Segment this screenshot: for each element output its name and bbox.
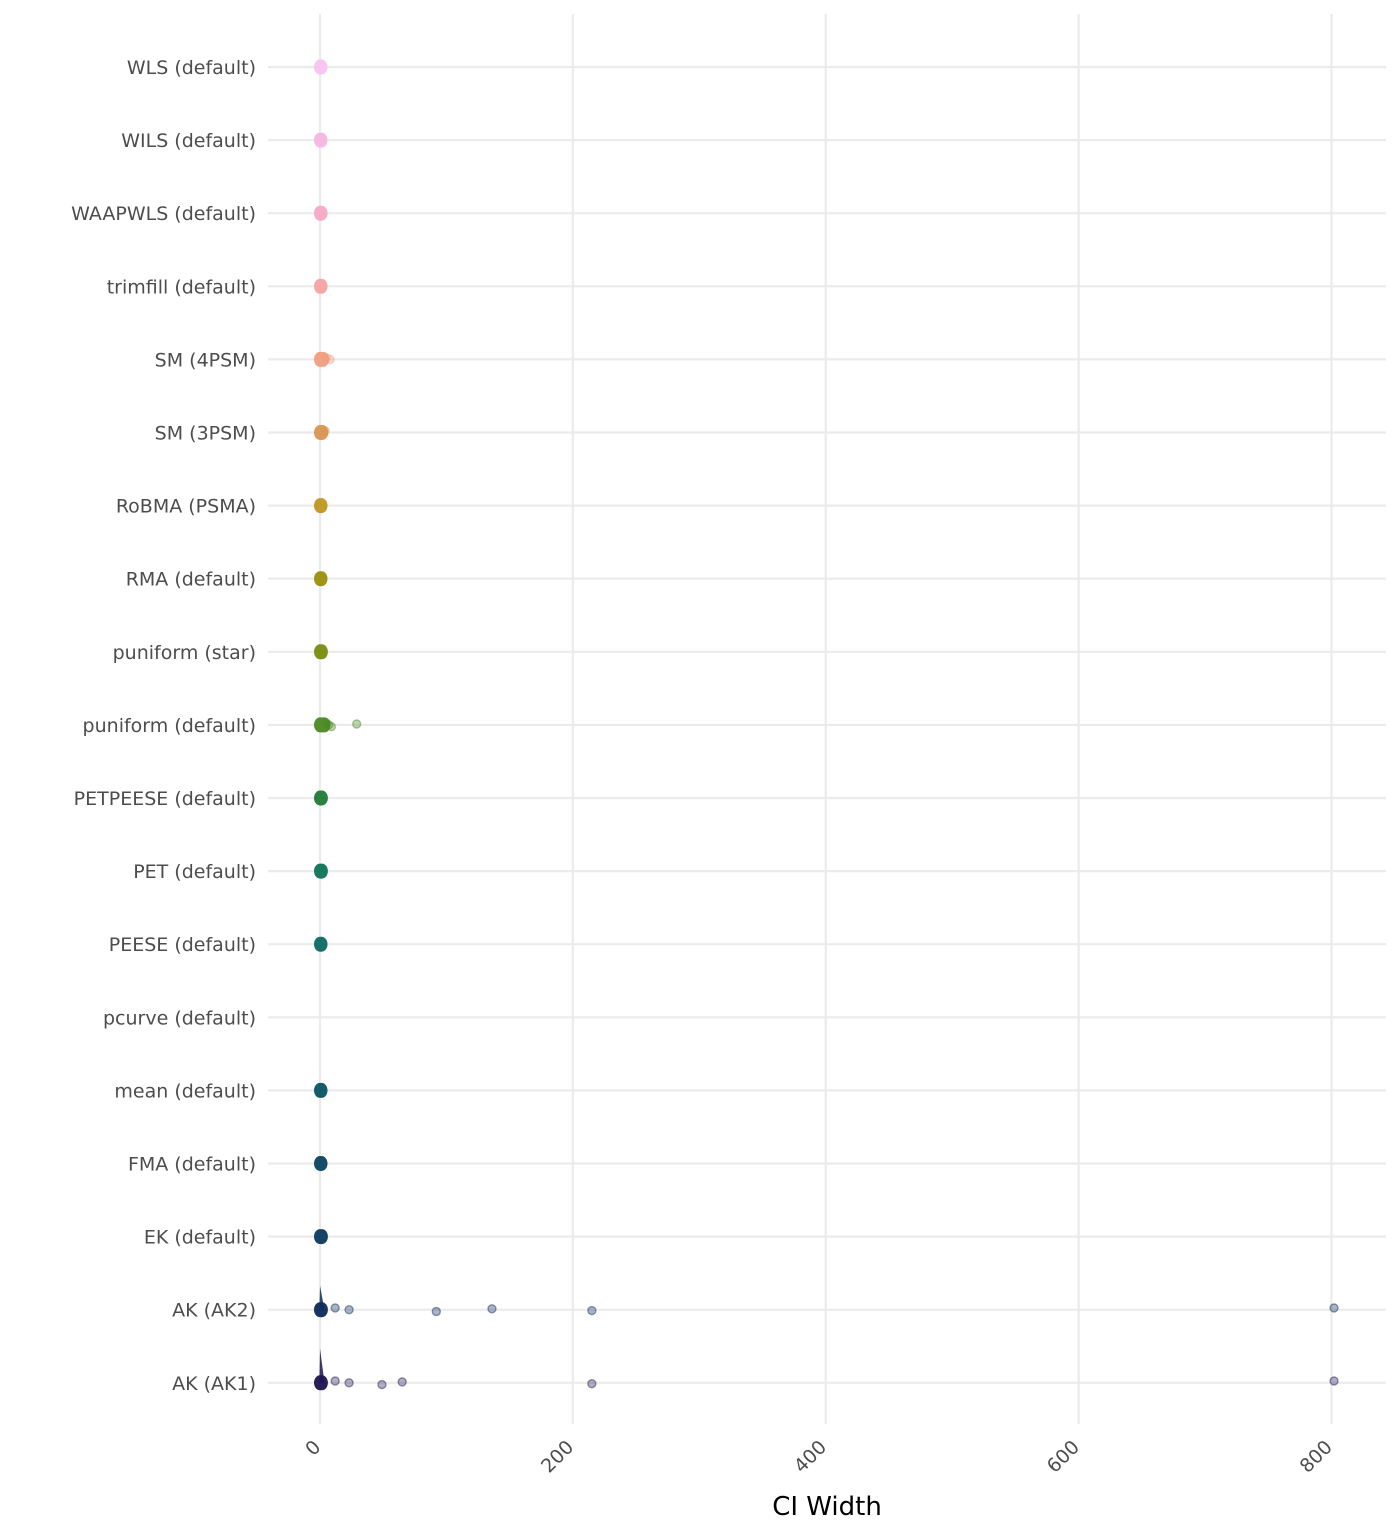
- series-robma-psma-: [314, 498, 328, 514]
- vertical-gridlines: [318, 14, 1333, 1424]
- y-category-label: FMA (default): [128, 1154, 256, 1176]
- outlier-point: [1329, 1376, 1339, 1386]
- y-axis-labels: AK (AK1) AK (AK2) EK (default) FMA (default…: [71, 57, 256, 1395]
- outlier-point: [344, 1304, 354, 1315]
- violin-spike: [319, 1348, 325, 1383]
- outlier-point: [351, 719, 362, 729]
- outlier-point: [321, 352, 332, 363]
- y-category-label: WAAPWLS (default): [71, 203, 256, 225]
- outlier-point: [321, 718, 332, 728]
- y-category-label: SM (4PSM): [155, 349, 256, 371]
- point-cluster: [314, 205, 328, 221]
- series-wils-default-: [314, 132, 328, 148]
- outlier-point: [587, 1378, 597, 1389]
- y-category-label: pcurve (default): [103, 1007, 256, 1029]
- series-waapwls-default-: [314, 205, 328, 221]
- y-category-label: AK (AK2): [172, 1300, 256, 1322]
- series-sm-3psm-: [314, 425, 330, 440]
- y-category-label: EK (default): [144, 1227, 256, 1249]
- point-cluster: [314, 132, 328, 148]
- point-cluster: [314, 790, 328, 806]
- series-petpeese-default-: [314, 790, 328, 806]
- outlier-point: [587, 1305, 597, 1316]
- data-marks: [314, 59, 1339, 1391]
- outlier-point: [330, 1303, 340, 1313]
- outlier-point: [320, 426, 330, 436]
- outlier-point: [324, 720, 334, 730]
- y-category-label: WLS (default): [127, 57, 256, 79]
- point-cluster: [314, 278, 328, 294]
- series-peese-default-: [314, 936, 328, 952]
- x-axis-title: CI Width: [772, 1492, 882, 1522]
- point-cluster: [314, 498, 328, 514]
- outlier-point: [1329, 1303, 1339, 1313]
- series-fma-default-: [314, 1156, 328, 1171]
- point-cluster: [314, 59, 328, 75]
- point-cluster: [314, 351, 330, 367]
- series-wls-default-: [314, 59, 328, 75]
- point-cluster: [314, 1156, 328, 1171]
- y-category-label: AK (AK1): [172, 1373, 256, 1395]
- series-mean-default-: [314, 1082, 328, 1098]
- series-sm-4psm-: [314, 351, 335, 367]
- series-puniform-star-: [314, 644, 328, 660]
- y-category-label: puniform (default): [83, 715, 256, 737]
- point-cluster: [314, 571, 328, 587]
- y-category-label: SM (3PSM): [155, 423, 256, 445]
- outlier-point: [330, 1376, 340, 1386]
- y-category-label: trimfill (default): [107, 276, 256, 298]
- y-category-label: PETPEESE (default): [74, 788, 256, 810]
- outlier-point: [487, 1304, 497, 1314]
- series-ak-ak1-: [314, 1348, 1339, 1391]
- series-puniform-default-: [314, 717, 362, 733]
- outlier-point: [397, 1377, 407, 1387]
- point-cluster: [314, 425, 329, 440]
- point-cluster: [314, 936, 328, 952]
- outlier-point: [431, 1306, 442, 1317]
- series-pet-default-: [314, 863, 328, 879]
- point-cluster: [314, 1375, 328, 1391]
- point-cluster: [314, 1082, 328, 1098]
- point-cluster: [314, 1229, 328, 1245]
- y-category-label: PET (default): [133, 861, 256, 883]
- y-category-label: puniform (star): [113, 642, 256, 664]
- outlier-point: [377, 1379, 387, 1390]
- y-category-label: mean (default): [114, 1080, 256, 1102]
- point-cluster: [314, 1302, 328, 1318]
- outlier-point: [326, 722, 337, 732]
- y-category-label: RMA (default): [126, 569, 256, 591]
- horizontal-gridlines: [268, 65, 1386, 1384]
- series-trimfill-default-: [314, 278, 328, 294]
- outlier-point: [325, 354, 335, 365]
- point-cluster: [314, 717, 331, 733]
- series-ek-default-: [314, 1229, 328, 1245]
- y-category-label: RoBMA (PSMA): [116, 496, 256, 518]
- point-cluster: [314, 644, 328, 660]
- outlier-point: [344, 1378, 354, 1388]
- series-rma-default-: [314, 571, 328, 587]
- point-cluster: [314, 863, 328, 879]
- series-ak-ak2-: [314, 1285, 1339, 1318]
- y-category-label: PEESE (default): [109, 934, 256, 956]
- y-category-label: WILS (default): [121, 130, 256, 152]
